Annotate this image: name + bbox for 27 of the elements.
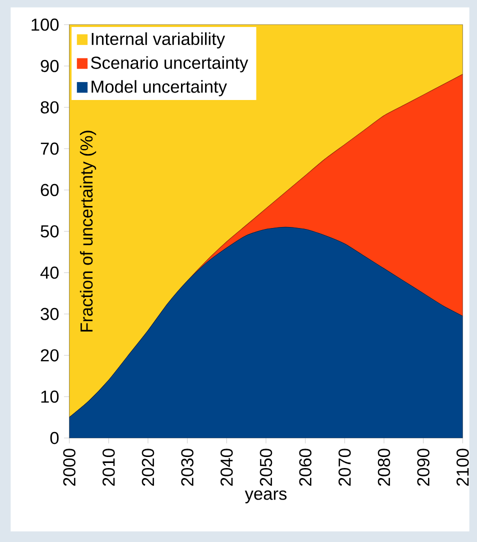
- y-tick-label: 30: [40, 308, 59, 320]
- x-tick-label: 2080: [378, 448, 390, 486]
- x-tick-label: 2040: [220, 448, 233, 486]
- x-tick-label: 2010: [102, 448, 115, 486]
- y-tick-label: 80: [40, 101, 59, 114]
- y-tick-label: 100: [32, 18, 59, 31]
- y-tick-label: 20: [40, 349, 59, 362]
- y-tick-label: 40: [40, 266, 59, 279]
- legend-label: Scenario uncertainty: [91, 56, 248, 72]
- x-tick-label: 2070: [338, 448, 351, 486]
- y-tick-label: 60: [40, 184, 59, 196]
- x-axis-title: years: [244, 490, 287, 504]
- x-tick-label: 2090: [417, 448, 430, 486]
- x-tick-label: 2100: [456, 448, 469, 486]
- x-tick-label: 2000: [63, 448, 76, 486]
- y-tick-label: 10: [41, 390, 59, 403]
- y-tick-label: 0: [50, 432, 59, 444]
- y-tick-label: 90: [40, 60, 59, 72]
- y-tick-label: 70: [40, 142, 59, 155]
- x-tick-label: 2060: [299, 448, 312, 486]
- legend-label: Model uncertainty: [92, 80, 227, 96]
- y-axis-title: Fraction of uncertainty (%): [80, 130, 96, 332]
- y-tick-label: 50: [40, 225, 59, 238]
- x-tick-label: 2050: [260, 448, 272, 486]
- legend-label: Internal variability: [92, 32, 226, 48]
- x-tick-label: 2020: [142, 448, 154, 486]
- x-tick-label: 2030: [181, 448, 194, 486]
